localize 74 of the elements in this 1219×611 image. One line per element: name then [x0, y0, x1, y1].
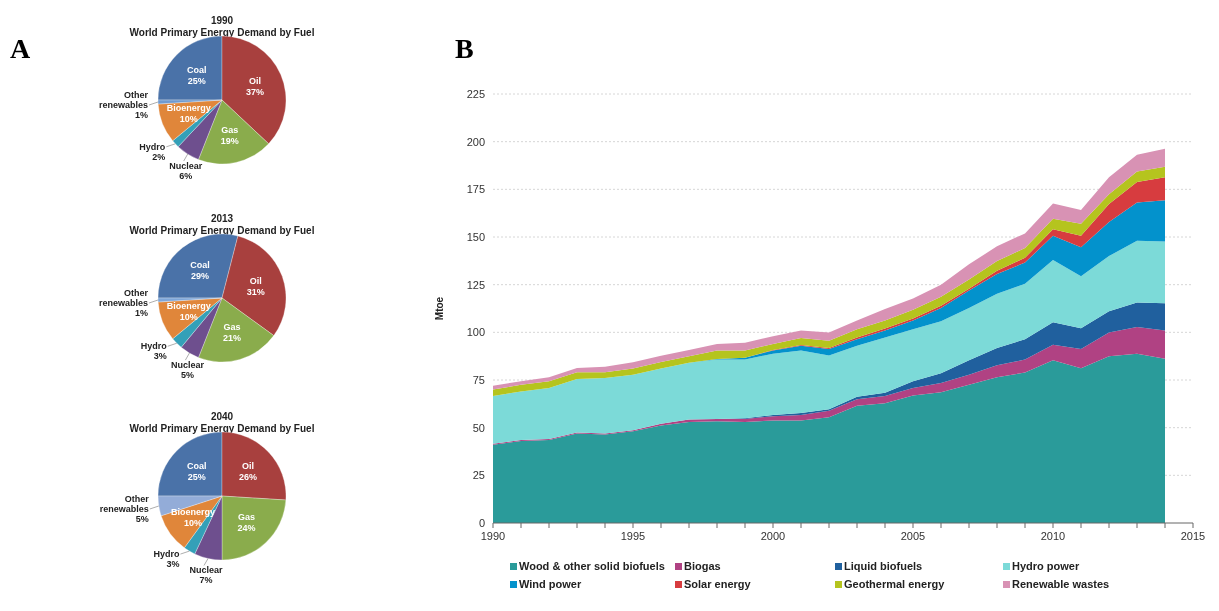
x-tick-label: 1990	[480, 530, 506, 542]
data-label: 31%	[246, 286, 265, 297]
slice-label: Coal	[190, 259, 210, 270]
x-tick-label: 1995	[620, 530, 646, 542]
y-tick-label: 25	[472, 469, 485, 482]
chart-title: 2013	[210, 213, 234, 224]
slice-label: Oil	[249, 275, 262, 286]
y-tick-label: 150	[466, 231, 485, 243]
legend-label: Solar energy	[684, 578, 752, 590]
y-tick-label: 175	[466, 183, 485, 196]
slice-label: Oil	[248, 75, 261, 86]
chart-subtitle: World Primary Energy Demand by Fuel	[129, 423, 315, 434]
data-label: 26%	[239, 472, 258, 483]
data-label: 24%	[237, 523, 256, 534]
slice-label: Bioenergy	[166, 301, 211, 312]
data-label: 1%	[135, 110, 149, 121]
slice-label: Bioenergy	[166, 103, 211, 114]
legend-label: Wood & other solid biofuels	[519, 560, 665, 572]
data-label: 25%	[187, 471, 206, 482]
data-label: 7%	[199, 575, 213, 586]
slice-label: Coal	[186, 64, 207, 75]
x-tick-label: 2000	[760, 530, 786, 542]
y-tick-label: 0	[478, 517, 485, 529]
data-label: 19%	[220, 135, 239, 146]
slice-label: Gas	[221, 124, 239, 135]
chart-title: 2040	[210, 411, 234, 422]
x-tick-label: 2015	[1180, 530, 1206, 542]
text: B	[455, 33, 474, 64]
legend-label: Renewable wastes	[1012, 578, 1110, 590]
legend-label: Hydro power	[1012, 560, 1080, 572]
y-tick-label: 100	[466, 326, 485, 339]
data-label: 10%	[184, 518, 203, 529]
slice-label: Oil	[242, 461, 255, 472]
chart-title: 1990	[210, 15, 234, 26]
slice-label: Gas	[238, 512, 256, 523]
data-label: 21%	[222, 333, 242, 344]
slice-label: Gas	[223, 322, 241, 333]
y-tick-label: 200	[466, 135, 485, 148]
data-label: 25%	[187, 75, 206, 86]
slice-label: Nuclear	[170, 360, 205, 371]
data-label: 10%	[179, 312, 198, 323]
data-label: 5%	[180, 370, 194, 381]
data-label: 29%	[191, 270, 210, 281]
slice-label: Other renewables	[99, 494, 150, 515]
legend-label: Geothermal energy	[844, 578, 946, 590]
data-label: 3%	[166, 559, 180, 570]
y-tick-label: 125	[466, 278, 485, 291]
chart-subtitle: World Primary Energy Demand by Fuel	[129, 27, 315, 38]
legend-label: Wind power	[519, 578, 582, 590]
slice-label: Hydro	[153, 549, 180, 560]
y-tick-label: 50	[472, 421, 485, 434]
data-label: 1%	[135, 308, 149, 319]
legend-label: Biogas	[684, 560, 721, 572]
legend-label: Liquid biofuels	[844, 560, 923, 572]
data-label: 3%	[153, 351, 167, 362]
y-tick-label: 225	[466, 88, 485, 100]
slice-label: Other renewables	[99, 90, 149, 111]
slice-label: Nuclear	[169, 161, 203, 172]
y-axis-title: Mtoe	[434, 296, 445, 321]
slice-label: Other renewables	[99, 288, 149, 309]
y-tick-label: 75	[472, 374, 485, 386]
data-label: 5%	[135, 514, 149, 525]
data-label: 37%	[245, 86, 264, 97]
x-tick-label: 2005	[900, 530, 926, 542]
x-tick-label: 2010	[1040, 530, 1066, 542]
slice-label: Coal	[186, 460, 207, 471]
data-label: 10%	[179, 114, 198, 125]
data-label: 6%	[179, 171, 193, 182]
slice-label: Hydro	[140, 341, 168, 352]
data-label: 2%	[152, 151, 166, 162]
slice-label: Nuclear	[189, 565, 224, 576]
text: A	[10, 33, 31, 64]
chart-subtitle: World Primary Energy Demand by Fuel	[129, 225, 315, 236]
slice-label: Hydro	[139, 141, 166, 152]
